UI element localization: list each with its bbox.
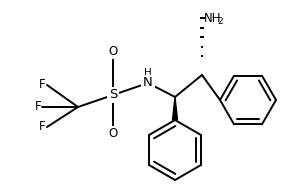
Text: N: N — [143, 76, 153, 89]
Text: F: F — [34, 100, 41, 113]
Text: O: O — [108, 45, 118, 58]
Text: 2: 2 — [217, 16, 223, 25]
Text: H: H — [144, 68, 152, 78]
Text: F: F — [39, 120, 46, 133]
Polygon shape — [173, 97, 177, 120]
Text: O: O — [108, 127, 118, 140]
Text: NH: NH — [204, 11, 221, 24]
Text: S: S — [109, 88, 117, 101]
Text: F: F — [39, 79, 46, 92]
